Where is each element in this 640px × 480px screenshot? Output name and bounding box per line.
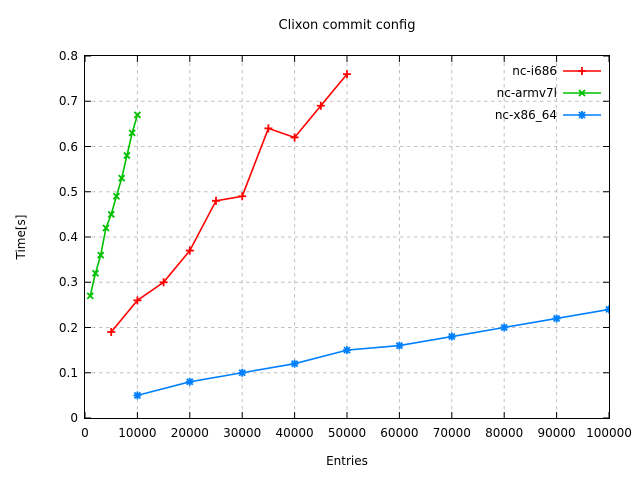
plot-svg: nc-i686 nc-armv7l nc-x86_64 — [85, 56, 609, 418]
y-tick-label: 0.6 — [58, 139, 78, 154]
y-tick-label: 0.2 — [58, 320, 78, 335]
x-tick-label: 60000 — [380, 426, 419, 440]
series-line-nc-armv7l — [89, 114, 139, 297]
series-line-nc-i686 — [110, 73, 348, 333]
y-tick-label: 0.3 — [58, 275, 78, 290]
legend-label-nc-x86_64: nc-x86_64 — [495, 108, 557, 122]
y-tick-label: 0.1 — [58, 365, 78, 380]
y-tick-label: 0.8 — [58, 49, 78, 63]
x-tick-label: 80000 — [485, 426, 524, 440]
legend-label-nc-armv7l: nc-armv7l — [497, 86, 557, 100]
legend-sample-marker — [578, 67, 586, 75]
legend-sample-marker — [578, 89, 586, 97]
legend-sample-marker — [578, 111, 586, 119]
legend-label-nc-i686: nc-i686 — [512, 64, 557, 78]
x-tick-label: 20000 — [170, 426, 209, 440]
series-markers-nc-armv7l — [86, 111, 142, 300]
x-axis-label: Entries — [326, 454, 368, 468]
plot-area: nc-i686 nc-armv7l nc-x86_64 — [84, 55, 610, 419]
y-tick-label: 0.4 — [58, 230, 78, 244]
x-tick-label: 10000 — [118, 426, 157, 440]
series-line-nc-x86_64 — [137, 308, 609, 397]
x-tick-label: 40000 — [275, 426, 314, 440]
chart-title: Clixon commit config — [278, 18, 416, 33]
series-markers-nc-i686 — [107, 70, 351, 337]
x-tick-label: 50000 — [327, 426, 367, 440]
x-tick-label: 70000 — [432, 426, 471, 440]
x-tick-label: 0 — [81, 426, 89, 440]
y-tick-label: 0.5 — [58, 184, 78, 199]
y-tick-label: 0.7 — [58, 94, 78, 109]
y-tick-label: 0 — [70, 411, 78, 425]
x-tick-label: 30000 — [223, 426, 262, 440]
series-markers-nc-x86_64 — [133, 305, 609, 400]
x-tick-label: 100000 — [586, 426, 632, 440]
x-tick-label: 90000 — [537, 426, 576, 440]
